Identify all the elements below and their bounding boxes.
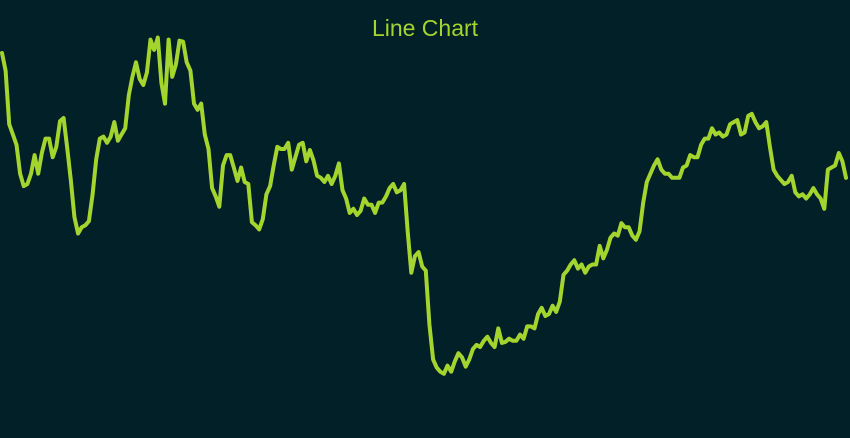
chart-title: Line Chart [371, 15, 479, 41]
series-line-1 [0, 35, 848, 376]
